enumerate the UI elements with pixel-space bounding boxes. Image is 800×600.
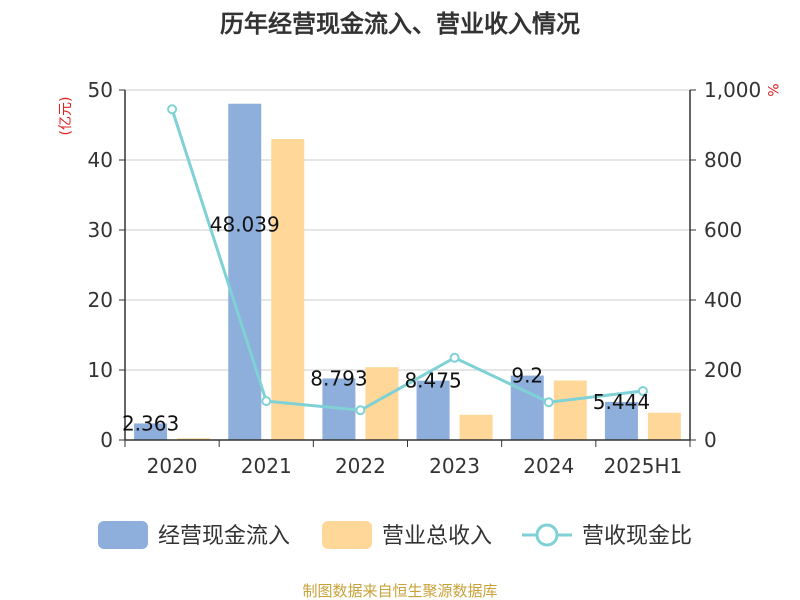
right-tick-label: 800 xyxy=(704,148,742,172)
bar-revenue xyxy=(177,438,211,440)
legend-item: 营业总收入 xyxy=(322,521,492,549)
right-axis-unit: % xyxy=(764,83,780,96)
legend-marker xyxy=(535,523,559,547)
right-tick-label: 400 xyxy=(704,288,742,312)
right-tick-label: 200 xyxy=(704,358,742,382)
legend-item: 营收现金比 xyxy=(522,523,692,549)
ratio-point xyxy=(449,352,460,363)
legend-item: 经营现金流入 xyxy=(98,521,290,549)
legend: 经营现金流入 营业总收入 营收现金比 xyxy=(98,521,692,549)
x-tick-label: 2025H1 xyxy=(604,454,683,478)
line-series-group xyxy=(167,104,648,416)
bar-revenue xyxy=(553,380,587,440)
left-tick-label: 50 xyxy=(88,78,113,102)
left-tick-label: 0 xyxy=(100,428,113,452)
legend-label: 营收现金比 xyxy=(582,524,692,549)
ratio-point xyxy=(355,405,366,416)
bar-revenue xyxy=(271,139,305,440)
left-tick-label: 20 xyxy=(88,288,113,312)
bar-value-label: 48.039 xyxy=(210,213,280,237)
chart-title: 历年经营现金流入、营业收入情况 xyxy=(220,10,580,38)
bar-revenue xyxy=(647,412,681,440)
bar-value-label: 8.793 xyxy=(310,366,367,390)
ratio-point xyxy=(543,397,554,408)
left-tick-label: 10 xyxy=(88,358,113,382)
right-tick-label: 1,000 xyxy=(704,78,761,102)
bar-cash-inflow xyxy=(416,380,450,440)
x-tick-label: 2024 xyxy=(523,454,574,478)
axes-group: 0 10 20 30 40 50 0 200 400 600 800 1,000 2020 2021 202… xyxy=(88,78,762,478)
bar-value-label: 5.444 xyxy=(593,390,650,414)
legend-swatch xyxy=(98,521,148,549)
data-labels-group: 2.363 48.039 8.793 8.475 9.2 5.444 xyxy=(122,213,650,436)
grid-lines xyxy=(125,89,690,371)
left-tick-label: 30 xyxy=(88,218,113,242)
bar-cash-inflow xyxy=(228,103,262,441)
x-tick-label: 2021 xyxy=(241,454,292,478)
ratio-line xyxy=(170,108,644,412)
legend-label: 经营现金流入 xyxy=(158,524,290,549)
ratio-point xyxy=(261,396,272,407)
left-axis-unit: (亿元) xyxy=(58,97,74,136)
right-tick-label: 600 xyxy=(704,218,742,242)
x-tick-label: 2022 xyxy=(335,454,386,478)
bar-value-label: 8.475 xyxy=(404,369,461,393)
legend-swatch xyxy=(322,521,372,549)
bar-value-label: 2.363 xyxy=(122,411,179,435)
bar-revenue xyxy=(459,414,493,440)
left-tick-label: 40 xyxy=(88,148,113,172)
legend-label: 营业总收入 xyxy=(382,524,492,549)
bar-cash-inflow xyxy=(604,401,638,440)
right-tick-label: 0 xyxy=(704,428,717,452)
x-tick-label: 2020 xyxy=(147,454,198,478)
bar-cash-inflow xyxy=(134,423,168,440)
source-note: 制图数据来自恒生聚源数据库 xyxy=(302,582,497,600)
bar-value-label: 9.2 xyxy=(511,364,543,388)
ratio-point xyxy=(637,386,648,396)
x-tick-label: 2023 xyxy=(429,454,480,478)
ratio-point xyxy=(167,104,178,115)
